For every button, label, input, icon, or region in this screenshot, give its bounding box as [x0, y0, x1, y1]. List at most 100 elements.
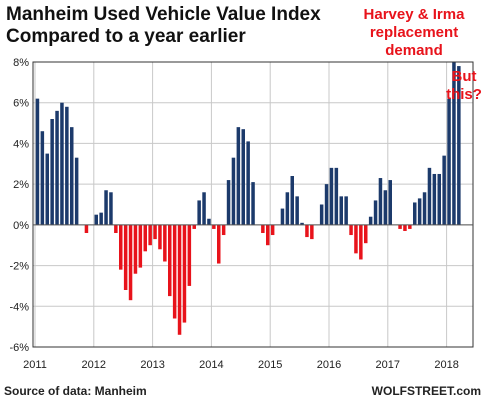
bar-Jul-2013	[182, 224, 187, 323]
bar-May-2017	[408, 224, 412, 229]
bar-Sep-2017	[427, 167, 432, 225]
chart-title-line-1: Manheim Used Vehicle Value Index	[6, 4, 321, 25]
bars	[35, 62, 461, 335]
bar-Sep-2013	[192, 224, 196, 229]
bar-Jul-2014	[241, 129, 245, 225]
bar-Mar-2017	[398, 224, 402, 229]
bar-Jun-2015	[295, 196, 299, 225]
bar-Aug-2015	[305, 224, 309, 238]
x-tick-label: 2017	[376, 359, 400, 371]
x-tick-label: 2014	[199, 359, 223, 371]
bar-Mar-2012	[104, 190, 108, 225]
bar-Sep-2014	[251, 182, 255, 225]
bar-May-2014	[231, 157, 236, 225]
annotation-line: But	[451, 68, 477, 85]
bar-Sep-2011	[74, 157, 79, 225]
bar-Sep-2012	[133, 224, 138, 274]
annotation-line: this?	[446, 86, 482, 103]
bar-Jan-2018	[447, 98, 451, 225]
bar-May-2012	[114, 224, 118, 233]
bar-Jan-2012	[94, 214, 98, 225]
bar-Dec-2017	[442, 155, 446, 225]
bar-Dec-2015	[324, 184, 329, 225]
bar-Aug-2016	[364, 224, 368, 244]
bar-Nov-2015	[319, 204, 324, 225]
bar-Apr-2016	[344, 196, 348, 225]
bar-Oct-2017	[432, 173, 437, 225]
bar-Apr-2012	[109, 192, 113, 225]
y-tick-labels: 8% 6% 4% 2% 0% -2% -4% -6%	[9, 57, 29, 354]
bar-Jun-2012	[119, 224, 123, 270]
bar-May-2011	[55, 110, 59, 225]
bar-Apr-2015	[285, 192, 290, 225]
bar-Nov-2013	[202, 192, 206, 225]
y-tick-label: 8%	[13, 57, 29, 69]
bar-Jun-2017	[413, 202, 417, 225]
bar-Nov-2014	[261, 224, 265, 233]
plot-frame	[32, 61, 474, 348]
bar-Feb-2012	[99, 212, 103, 225]
bar-May-2013	[172, 224, 177, 319]
bar-Sep-2016	[368, 216, 373, 225]
x-tick-label: 2016	[317, 359, 341, 371]
bar-Dec-2012	[148, 224, 152, 246]
bar-Nov-2016	[378, 178, 383, 225]
bar-Oct-2012	[138, 224, 143, 268]
annotation-harvey-irma: Harvey & Irma replacement demand	[345, 6, 483, 60]
bar-Oct-2013	[197, 200, 201, 225]
bar-Jul-2017	[417, 198, 422, 225]
x-tick-label: 2013	[140, 359, 164, 371]
bar-Feb-2016	[334, 167, 339, 225]
annotation-line: replacement	[369, 24, 459, 41]
x-tick-label: 2011	[23, 359, 47, 371]
bar-May-2016	[349, 224, 353, 236]
bar-Mar-2015	[280, 208, 285, 225]
bar-Mar-2011	[45, 153, 49, 225]
y-tick-label: -6%	[9, 342, 29, 354]
bar-Apr-2013	[168, 224, 172, 297]
bar-Feb-2018	[452, 62, 456, 225]
bar-Mar-2018	[457, 66, 461, 225]
bar-Dec-2016	[383, 190, 388, 225]
bar-Apr-2017	[403, 224, 407, 231]
y-tick-label: -2%	[9, 261, 29, 273]
bar-Aug-2014	[246, 141, 250, 225]
bar-Jan-2013	[153, 224, 157, 240]
bar-Feb-2013	[158, 224, 162, 250]
bar-Jan-2011	[35, 98, 40, 225]
x-tick-label: 2012	[82, 359, 106, 371]
y-tick-label: 0%	[13, 220, 29, 232]
x-tick-labels: 2011 2012 2013 2014 2015 2016 2017 2018	[23, 359, 459, 371]
bar-Sep-2015	[310, 224, 314, 240]
bar-Mar-2013	[163, 224, 167, 262]
bar-Mar-2016	[339, 196, 343, 225]
bar-May-2015	[290, 176, 294, 225]
chart-title: Manheim Used Vehicle Value Index Compare…	[6, 4, 321, 48]
annotation-line: demand	[385, 42, 443, 59]
bar-Jul-2015	[300, 222, 304, 225]
bar-Nov-2017	[437, 173, 441, 225]
axes	[32, 61, 474, 348]
bar-Jun-2016	[354, 224, 358, 254]
bar-Apr-2014	[226, 180, 231, 225]
bar-Jun-2013	[177, 224, 182, 335]
bar-Jan-2017	[388, 180, 392, 225]
chart-title-line-2: Compared to a year earlier	[6, 26, 246, 47]
bar-Jul-2016	[359, 224, 363, 260]
bar-Jan-2015	[270, 224, 275, 236]
source-note: Source of data: Manheim	[4, 384, 147, 398]
y-tick-label: 2%	[13, 179, 29, 191]
bar-Jan-2014	[212, 224, 216, 229]
y-tick-label: 6%	[13, 98, 29, 110]
x-tick-label: 2018	[434, 359, 458, 371]
bar-Dec-2013	[207, 218, 211, 225]
bar-Oct-2016	[373, 200, 378, 225]
bar-Feb-2014	[217, 224, 221, 264]
y-tick-label: -4%	[9, 301, 29, 313]
y-tick-label: 4%	[13, 138, 29, 150]
bar-Aug-2017	[422, 192, 427, 225]
bar-Dec-2014	[266, 224, 270, 246]
bar-Nov-2012	[143, 224, 147, 252]
bar-Aug-2013	[187, 224, 192, 286]
